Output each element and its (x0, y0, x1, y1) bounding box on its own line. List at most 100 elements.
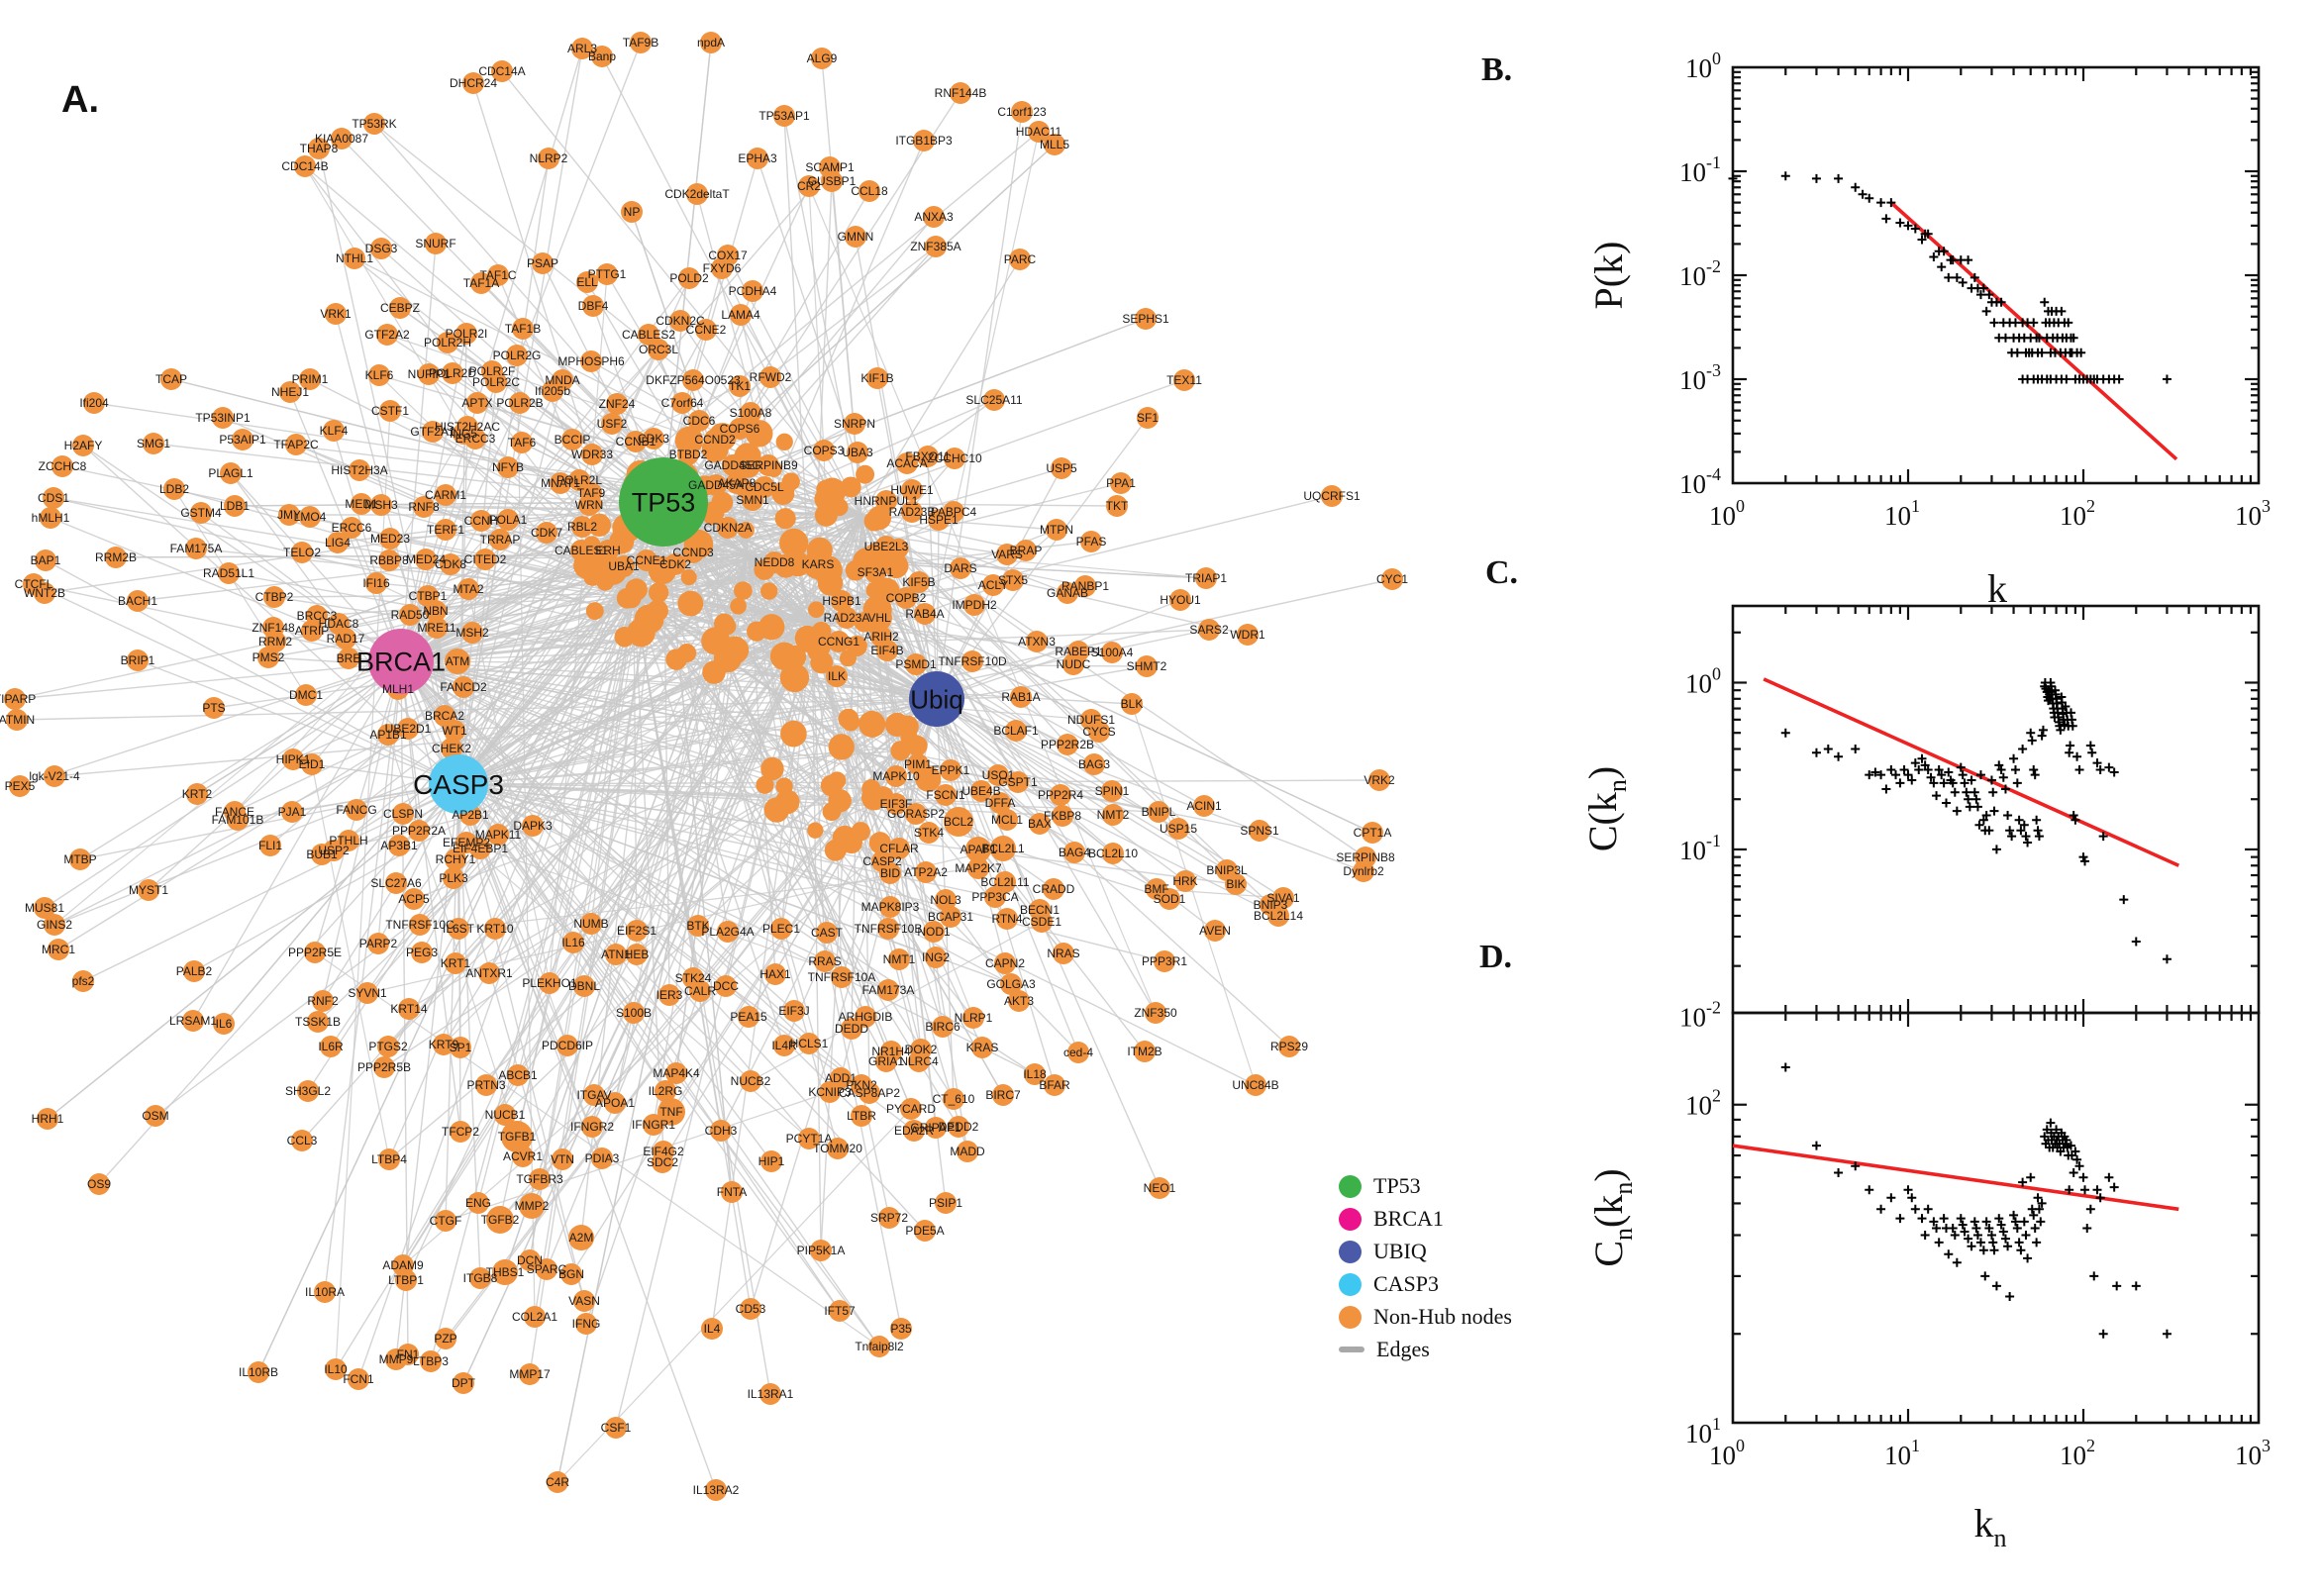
data-point (2052, 374, 2062, 384)
network-node-label: PIP5K1A (797, 1244, 846, 1257)
network-node (1028, 121, 1050, 143)
network-node (1148, 801, 1169, 823)
network-node-label: APTX (461, 396, 492, 410)
network-node (1195, 567, 1217, 589)
network-node (331, 128, 353, 150)
network-node-label: SRP72 (870, 1211, 908, 1225)
network-node (643, 428, 664, 449)
network-node-label: BCAP31 (928, 910, 973, 924)
network-node-label: HSPE1 (919, 513, 959, 527)
network-node-label: MAPK10 (872, 769, 920, 783)
network-node (512, 318, 534, 340)
network-node (1134, 1041, 1156, 1062)
data-point (2056, 725, 2066, 735)
network-node-label: CPT1A (1354, 826, 1392, 840)
network-node (879, 896, 901, 918)
data-point (2098, 374, 2108, 384)
network-node (403, 888, 425, 910)
network-node-label: DCN (517, 1253, 543, 1267)
network-node-label: OS9 (87, 1177, 111, 1191)
network-node (798, 1033, 820, 1054)
data-point (1971, 794, 1981, 804)
network-node-label: IL10 (324, 1362, 348, 1376)
network-node-label: STX5 (998, 573, 1028, 587)
data-point (2012, 348, 2022, 357)
data-point (1920, 229, 1930, 239)
data-point (2019, 333, 2029, 343)
network-node (827, 1138, 849, 1159)
network-node-label: SMN1 (736, 493, 769, 507)
network-node (379, 400, 401, 422)
network-node-label: FAM175A (170, 542, 223, 555)
network-node-label: ING2 (922, 950, 950, 964)
network-node-label: CDKN2A (704, 521, 753, 535)
data-point (2054, 1132, 2064, 1142)
network-node (420, 1350, 442, 1372)
data-point (2037, 731, 2047, 741)
data-point (2047, 687, 2057, 697)
network-node-label: ACLY (978, 578, 1008, 592)
network-node (1063, 842, 1085, 863)
network-node (519, 1363, 541, 1385)
network-node (829, 1300, 851, 1322)
network-node-label: VRK1 (320, 307, 352, 321)
network-node (605, 944, 627, 965)
network-node (669, 310, 691, 332)
network-node-label: S100B (616, 1006, 652, 1020)
network-node-label: BIK (1226, 877, 1245, 891)
network-node-label: BNIP3 (1254, 898, 1288, 912)
network-node (1008, 990, 1030, 1012)
network-node (88, 1173, 110, 1195)
network-node (875, 490, 897, 512)
network-node (873, 577, 900, 604)
network-node (779, 528, 809, 557)
network-node-label: EIF4B (870, 644, 903, 657)
panel-label-c: C. (1485, 554, 1519, 591)
data-point (2040, 297, 2050, 307)
axis-tick-label: 102 (1685, 1086, 1721, 1121)
network-node-label: ZNF385A (910, 240, 960, 253)
data-point (2016, 1246, 2026, 1255)
network-node (875, 536, 897, 557)
network-node-label: GRIA1 (868, 1054, 904, 1068)
network-node-label: SF1 (1137, 411, 1159, 425)
network-node (442, 362, 463, 384)
data-point (2104, 374, 2114, 384)
network-node-label: DMC1 (289, 688, 323, 702)
network-node (831, 590, 853, 612)
network-node (1029, 813, 1051, 835)
network-node-label: IL4 (704, 1322, 721, 1336)
data-point (1989, 318, 1999, 328)
network-node-label: TELO2 (283, 546, 321, 559)
network-node-label: CYCS (1082, 725, 1115, 739)
network-node (847, 442, 868, 463)
network-node (561, 429, 583, 450)
network-node-label: RFWD2 (750, 370, 792, 384)
data-point (2055, 721, 2065, 731)
data-point (1865, 770, 1874, 780)
network-node-label: CAPN2 (985, 956, 1025, 970)
network-node-label: TCAP (155, 372, 187, 386)
data-point (2060, 1132, 2070, 1142)
data-point (2067, 333, 2076, 343)
network-node (950, 82, 971, 104)
network-node-label: ZCCHC10 (927, 451, 982, 465)
network-node (864, 561, 886, 583)
network-node (278, 504, 300, 526)
network-node-label: VASN (568, 1294, 600, 1308)
network-node-label: NLRP1 (955, 1011, 993, 1025)
network-node (220, 462, 242, 484)
network-node (970, 780, 992, 802)
network-node-label: CR2 (797, 179, 821, 193)
network-node (378, 1148, 400, 1170)
network-node-label: LTBP4 (371, 1152, 407, 1166)
data-point (1917, 1214, 1927, 1224)
network-node-label: LMO4 (294, 510, 327, 524)
data-point (1991, 1281, 2001, 1291)
data-point (1939, 1214, 1949, 1224)
network-node (996, 809, 1018, 831)
data-point (1858, 189, 1868, 199)
network-node-label: IL6ST (443, 922, 475, 936)
network-node (884, 712, 910, 737)
